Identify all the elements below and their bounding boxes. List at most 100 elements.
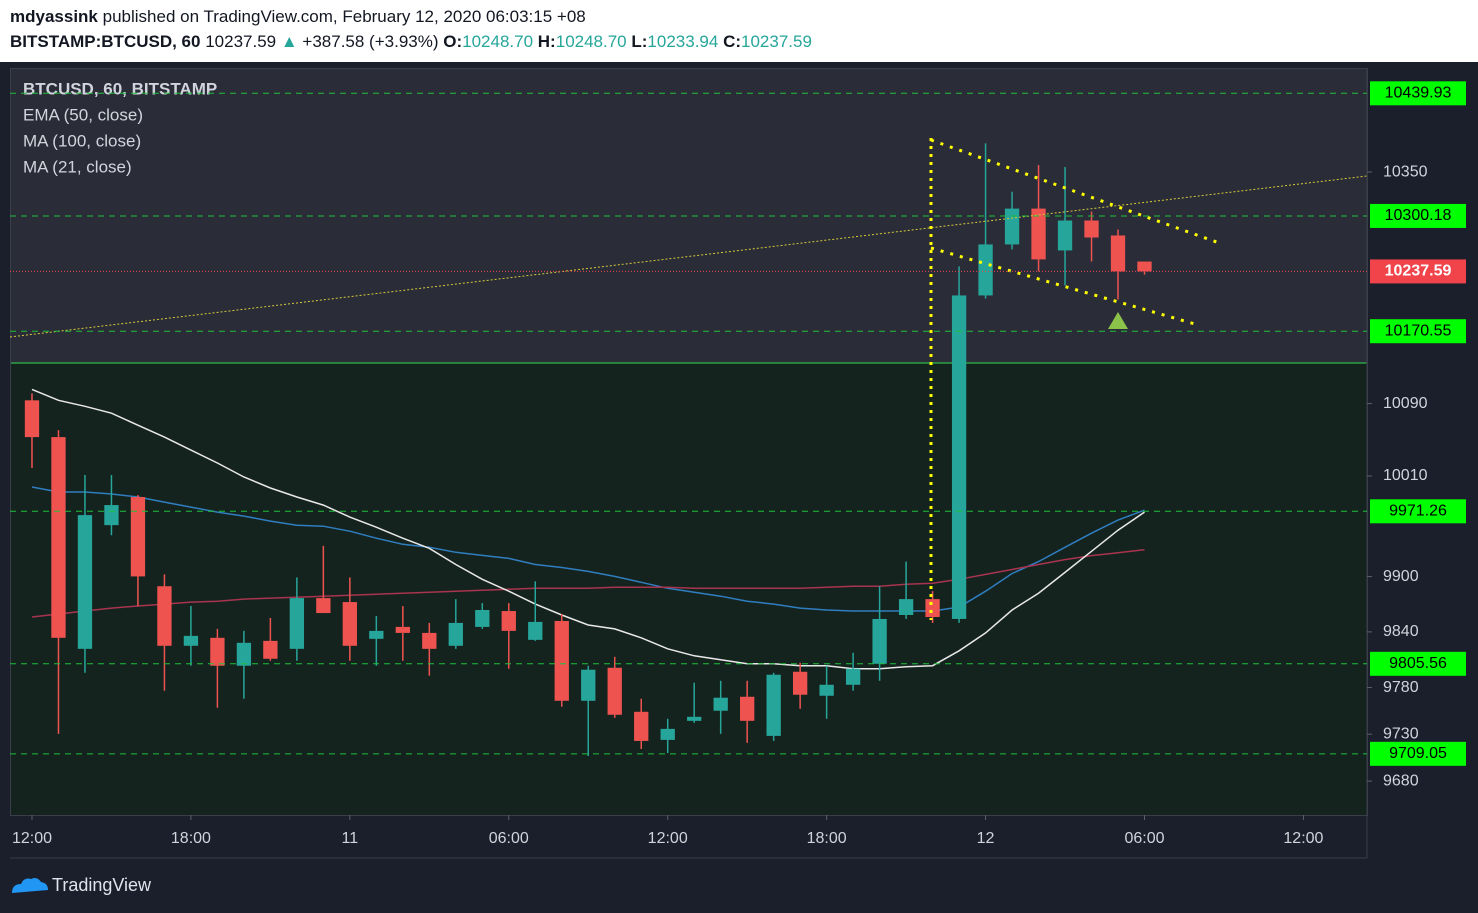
candle-body: [395, 626, 410, 633]
ma-line: [31, 388, 1145, 670]
legend-entry: MA (100, close): [23, 131, 141, 150]
published: published on TradingView.com, February 1…: [103, 7, 586, 26]
level-tag-label: 10439.93: [1385, 85, 1452, 102]
footer-brand: TradingView: [52, 875, 152, 895]
candle-body: [951, 295, 967, 619]
level-tag-label: 9709.05: [1389, 745, 1447, 762]
candle-body: [740, 696, 755, 721]
c-value: 10237.59: [741, 32, 812, 51]
x-tick-label: 18:00: [807, 830, 847, 847]
candle-body: [872, 618, 887, 664]
legend-title: BTCUSD, 60, BITSTAMP: [23, 79, 217, 98]
candle-body: [845, 668, 861, 685]
change: +387.58 (+3.93%): [302, 32, 438, 51]
level-tag-label: 10300.18: [1385, 207, 1452, 224]
h-label: H:: [538, 32, 556, 51]
y-tick-label: 9730: [1383, 725, 1419, 742]
candle-body: [1137, 261, 1152, 272]
candle-body: [51, 437, 66, 638]
candle-body: [554, 620, 569, 701]
candle-body: [369, 630, 384, 639]
o-value: 10248.70: [462, 32, 533, 51]
y-tick-label: 9840: [1383, 623, 1419, 640]
h-value: 10248.70: [556, 32, 627, 51]
candle-body: [528, 621, 543, 640]
candle-body: [1004, 208, 1020, 245]
level-tag: [1370, 203, 1466, 228]
candle-body: [448, 622, 463, 646]
level-tag: [1370, 499, 1466, 524]
last-price-label: 10237.59: [1385, 263, 1452, 280]
candle-body: [342, 602, 357, 646]
header-bg: [0, 0, 1478, 62]
up-arrow: ▲: [276, 32, 302, 51]
candle-body: [77, 515, 93, 649]
x-tick-label: 18:00: [171, 830, 211, 847]
plot: [24, 143, 1152, 757]
candle-body: [475, 610, 490, 627]
level-tag: [1370, 741, 1466, 766]
drawings: [9, 138, 1368, 620]
candle-body: [501, 611, 516, 631]
x-tick-label: 12: [977, 830, 995, 847]
last: 10237.59: [205, 32, 276, 51]
footer: TradingView: [12, 875, 152, 895]
candle-body: [1031, 208, 1046, 260]
l-value: 10233.94: [647, 32, 718, 51]
l-label: L:: [631, 32, 647, 51]
logo: [12, 878, 48, 893]
level-tag: [1370, 319, 1466, 344]
candle-body: [130, 497, 146, 577]
x-tick-label: 11: [342, 830, 359, 847]
candle-body: [289, 598, 305, 649]
candle-body: [687, 716, 702, 721]
candle-body: [1057, 220, 1073, 251]
level-tag-label: 9805.56: [1389, 655, 1447, 672]
y-tick-label: 9780: [1383, 679, 1419, 696]
x-tick-label: 12:00: [1283, 830, 1323, 847]
x-tick-label: 12:00: [12, 830, 52, 847]
x-tick-label: 12:00: [648, 830, 688, 847]
candle-body: [634, 711, 649, 741]
header-line-2: BITSTAMP:BTCUSD, 60 10237.59 ▲ +387.58 (…: [10, 32, 812, 51]
x-tick-label: 06:00: [489, 830, 529, 847]
candle-body: [183, 635, 199, 646]
header-line-1: mdyassink published on TradingView.com, …: [10, 7, 586, 26]
candle-body: [24, 400, 40, 438]
x-tick-label: 06:00: [1124, 830, 1164, 847]
flag-top: [930, 138, 1223, 246]
candle-body: [713, 697, 728, 711]
y-tick-label: 10090: [1383, 395, 1428, 412]
candle-body: [898, 599, 914, 615]
candles: [24, 143, 1152, 757]
candle-body: [1084, 220, 1099, 238]
level-tag-label: 9971.26: [1389, 503, 1447, 520]
level-tag: [1370, 651, 1466, 676]
zone-lower: [10, 363, 1367, 815]
signal-triangle: [1108, 312, 1128, 329]
candle-body: [819, 684, 834, 696]
candle-body: [316, 598, 331, 614]
y-tick-label: 10350: [1383, 163, 1428, 180]
candle-body: [607, 667, 622, 715]
user: mdyassink: [10, 7, 98, 26]
candle-body: [157, 586, 172, 646]
zone-upper: [10, 68, 1367, 363]
candle-body: [236, 642, 252, 666]
candle-body: [210, 637, 225, 666]
candle-body: [581, 669, 596, 701]
candle-body: [263, 640, 278, 659]
candle-body: [766, 674, 781, 736]
candle-body: [422, 632, 437, 649]
legend-entry: MA (21, close): [23, 157, 132, 176]
last-price-tag: [1370, 259, 1466, 284]
candle-body: [104, 505, 119, 526]
candle-body: [792, 671, 808, 695]
y-tick-label: 10010: [1383, 467, 1428, 484]
candle-body: [660, 728, 675, 740]
candle-body: [925, 599, 940, 618]
level-tag-label: 10170.55: [1385, 322, 1452, 339]
o-label: O:: [443, 32, 462, 51]
y-tick-label: 9900: [1383, 568, 1419, 585]
